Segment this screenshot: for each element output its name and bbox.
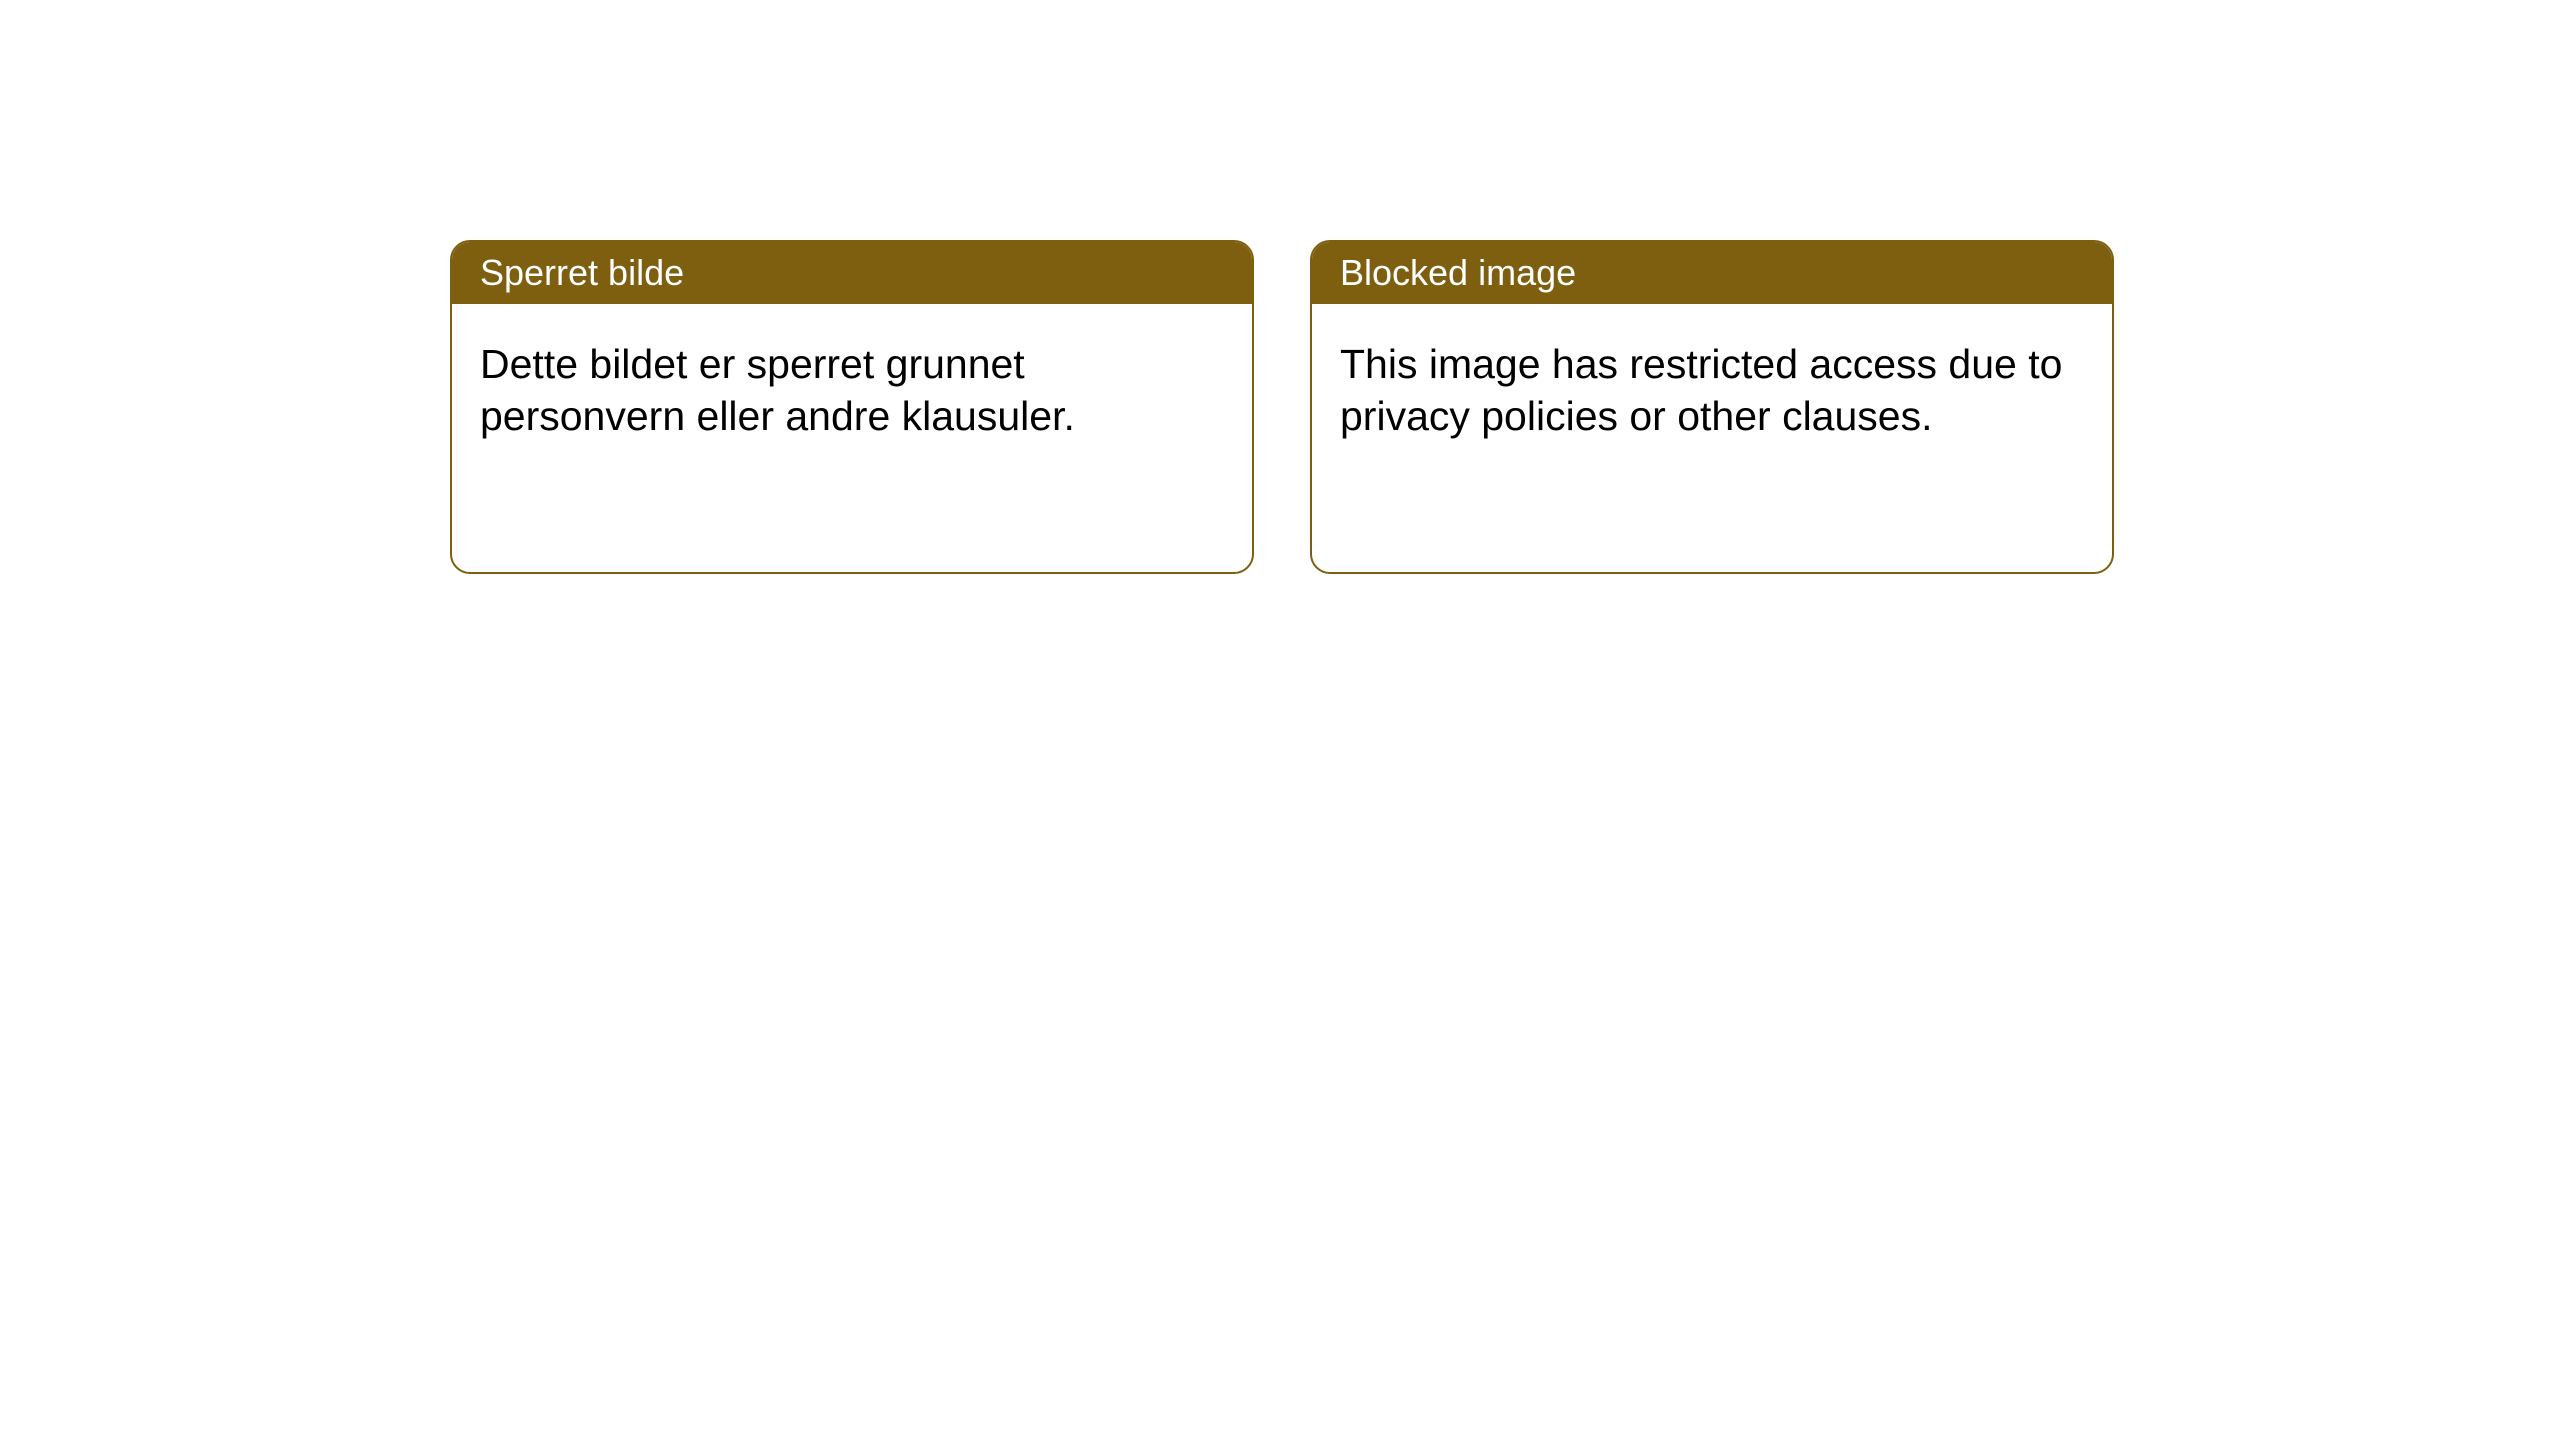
card-body-text: Dette bildet er sperret grunnet personve… <box>480 341 1075 439</box>
card-title: Sperret bilde <box>480 252 684 293</box>
notice-card-english: Blocked image This image has restricted … <box>1310 240 2114 574</box>
card-body-text: This image has restricted access due to … <box>1340 341 2062 439</box>
card-body: Dette bildet er sperret grunnet personve… <box>452 304 1252 477</box>
notice-card-norwegian: Sperret bilde Dette bildet er sperret gr… <box>450 240 1254 574</box>
card-title: Blocked image <box>1340 252 1576 293</box>
card-header: Blocked image <box>1312 242 2112 304</box>
card-header: Sperret bilde <box>452 242 1252 304</box>
card-body: This image has restricted access due to … <box>1312 304 2112 477</box>
notice-cards-container: Sperret bilde Dette bildet er sperret gr… <box>450 240 2560 574</box>
